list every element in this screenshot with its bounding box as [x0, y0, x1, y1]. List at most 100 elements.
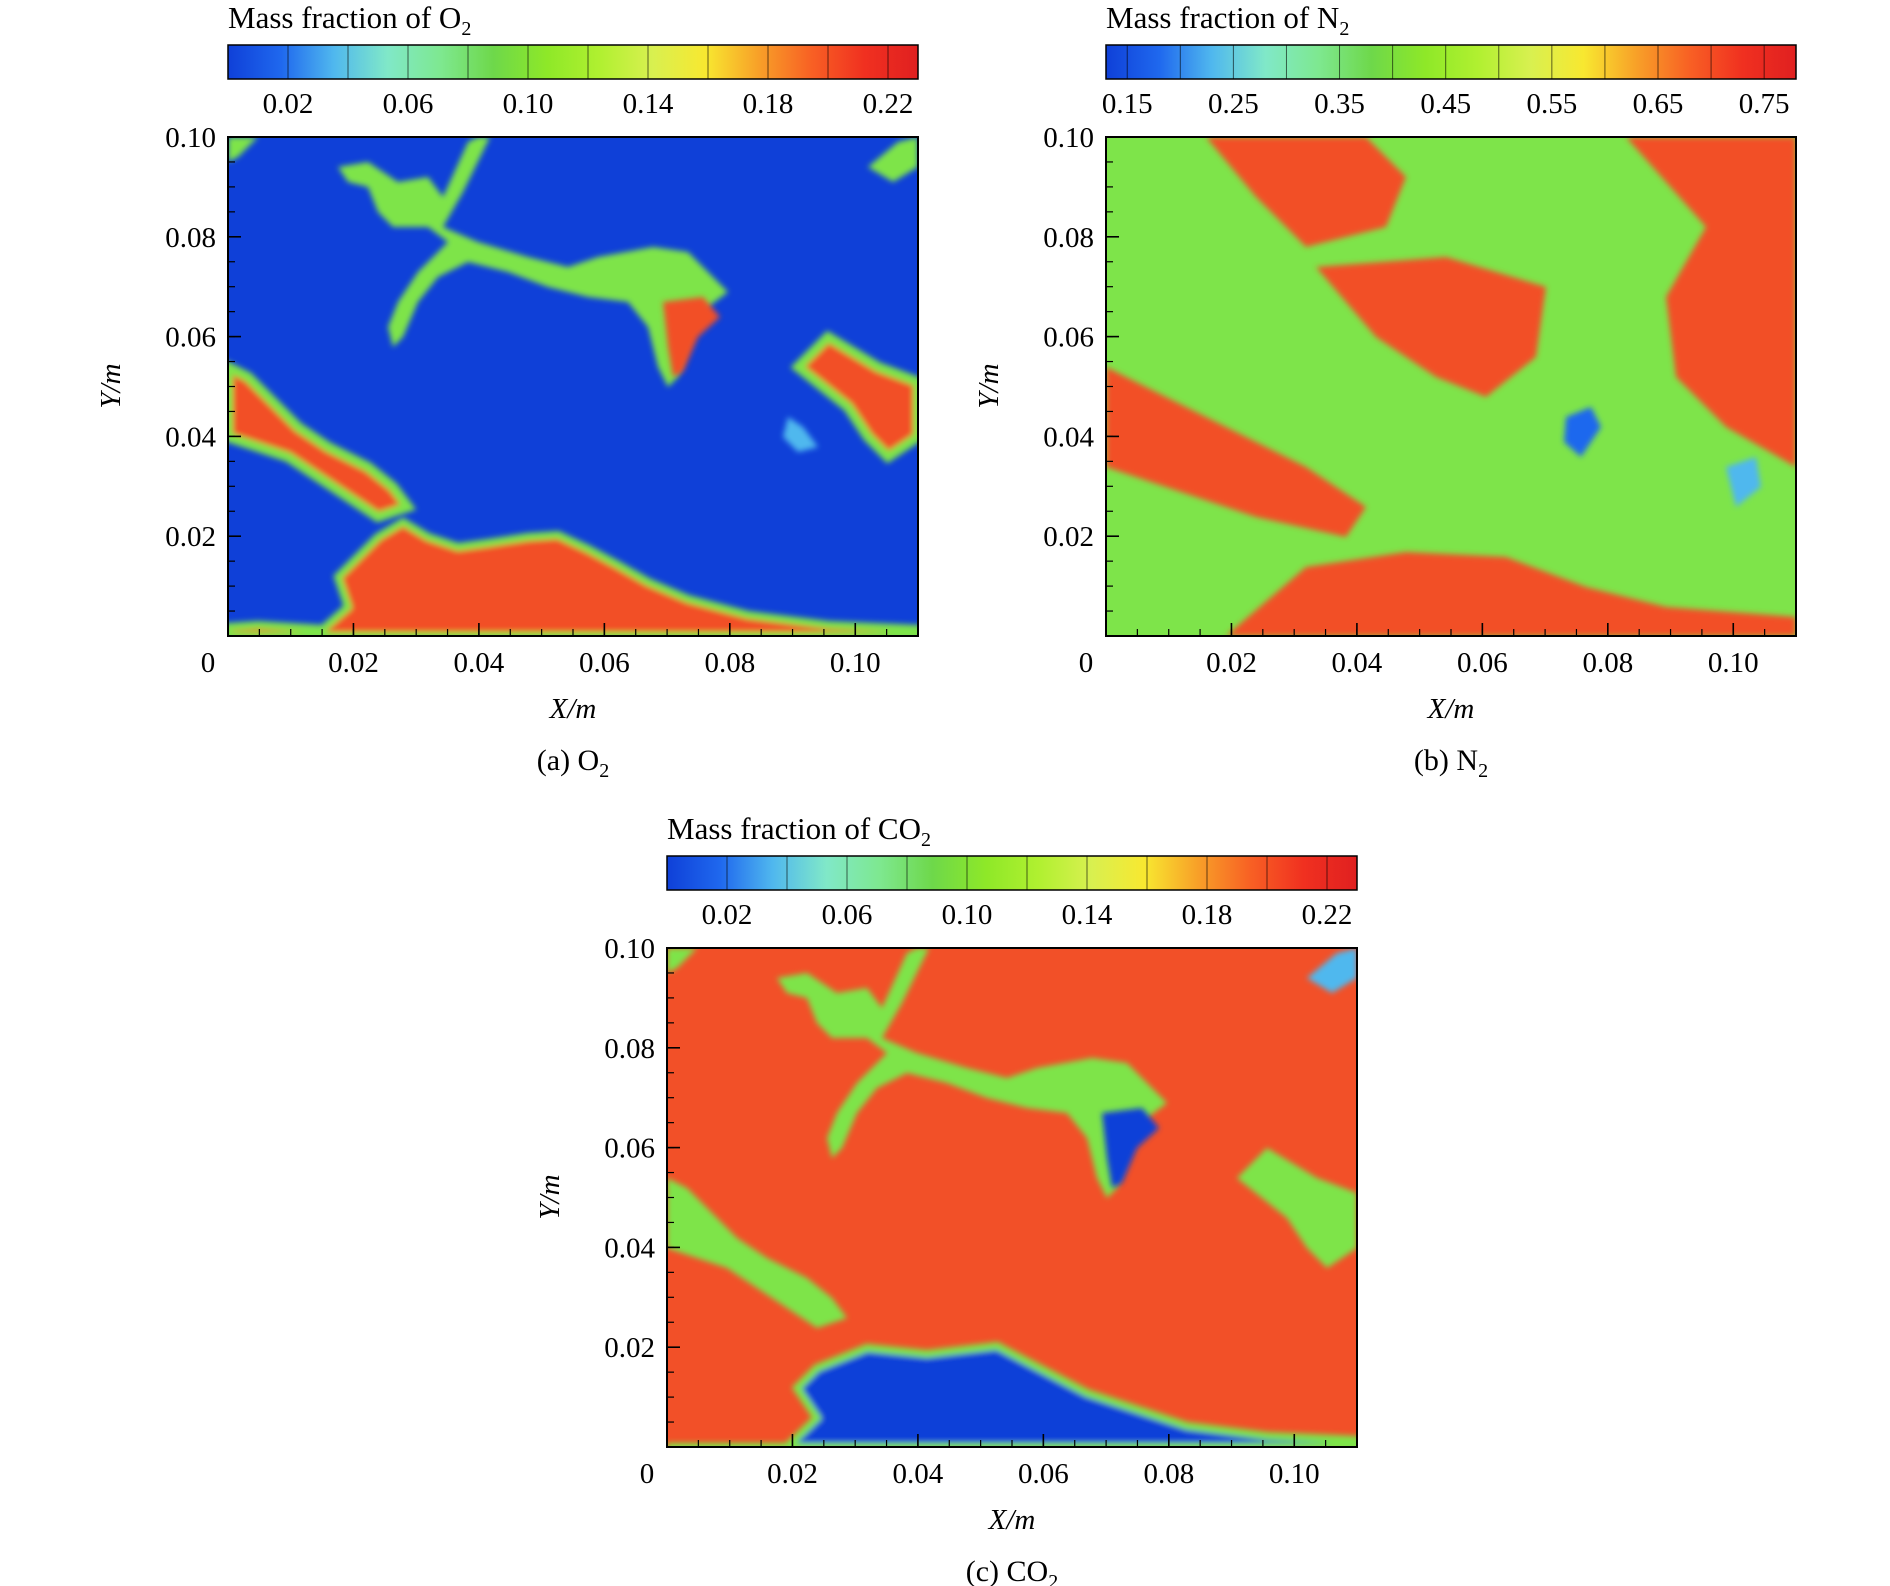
colorbar-gradient	[1105, 44, 1797, 80]
contour-region-left	[667, 1178, 847, 1328]
x-tick-label: 0.10	[830, 647, 881, 679]
contour-region-pocket-2	[1726, 457, 1761, 507]
field-background	[1106, 137, 1796, 636]
colorbar-tick-label: 0.14	[1062, 899, 1113, 931]
y-tick-label: 0.10	[604, 933, 655, 965]
x-tick-label: 0.02	[328, 647, 379, 679]
contour-region-bottom	[667, 1341, 1357, 1447]
panel-o2: Mass fraction of O2 0.02 0.06 0.10 0.14 0.18…	[95, 0, 919, 782]
contour-region-branch	[338, 137, 728, 387]
x-tick-label: 0.06	[579, 647, 630, 679]
x-origin-label: 0	[640, 1458, 655, 1490]
x-tick-label: 0.02	[767, 1458, 818, 1490]
x-origin-label: 0	[1079, 647, 1094, 679]
contour-region-left	[228, 361, 417, 523]
colorbar-title: Mass fraction of CO2	[667, 811, 931, 851]
colorbar-tick-label: 0.18	[1182, 899, 1233, 931]
contour-field	[228, 137, 918, 636]
x-tick-label: 0.08	[1143, 1458, 1194, 1490]
panel-caption: (a) O2	[537, 744, 609, 782]
y-tick-label: 0.10	[1043, 122, 1094, 154]
contour-region-bottom	[228, 517, 918, 636]
x-tick-label: 0.04	[454, 647, 505, 679]
x-axis-label: X/m	[549, 693, 597, 725]
contour-region-pocket	[1564, 407, 1601, 457]
colorbar-tick-label: 0.45	[1420, 88, 1471, 120]
y-tick-label: 0.08	[165, 222, 216, 254]
contour-region-small	[783, 417, 818, 452]
x-tick-label: 0.10	[1269, 1458, 1320, 1490]
y-tick-label: 0.02	[165, 521, 216, 553]
x-axis-label: X/m	[988, 1504, 1036, 1536]
contour-region-branch-core	[663, 297, 720, 377]
y-tick-label: 0.02	[604, 1332, 655, 1364]
colorbar	[1105, 44, 1797, 80]
contour-region-branch	[777, 948, 1167, 1198]
colorbar-gradient	[227, 44, 919, 80]
contour-region-top-right	[868, 137, 918, 182]
colorbar-tick-label: 0.55	[1526, 88, 1577, 120]
panel-caption: (c) CO2	[966, 1555, 1058, 1586]
y-tick-label: 0.06	[165, 322, 216, 354]
panel-n2: Mass fraction of N2 0.15 0.25 0.35 0.45 0.55…	[973, 0, 1797, 782]
y-tick-label: 0.08	[604, 1033, 655, 1065]
colorbar-tick-labels: 0.15 0.25 0.35 0.45 0.55 0.65 0.75	[1102, 88, 1790, 120]
colorbar-title: Mass fraction of O2	[228, 0, 471, 40]
y-tick-label: 0.10	[165, 122, 216, 154]
colorbar-tick-label: 0.10	[503, 88, 554, 120]
y-tick-label: 0.08	[1043, 222, 1094, 254]
colorbar-tick-label: 0.14	[623, 88, 674, 120]
y-tick-label: 0.06	[604, 1133, 655, 1165]
axes: 0.02 0.04 0.06 0.08 0.10 0.02 0.04 0.06 0.08 0.10	[1043, 122, 1766, 679]
colorbar-tick-label: 0.22	[863, 88, 914, 120]
x-tick-label: 0.10	[1708, 647, 1759, 679]
y-tick-label: 0.04	[165, 421, 216, 453]
y-axis-label: Y/m	[95, 363, 127, 408]
x-axis-label: X/m	[1427, 693, 1475, 725]
colorbar	[666, 855, 1358, 891]
colorbar-tick-label: 0.10	[942, 899, 993, 931]
y-tick-label: 0.04	[604, 1232, 655, 1264]
y-axis-label: Y/m	[973, 363, 1005, 408]
colorbar-gradient	[666, 855, 1358, 891]
x-origin-label: 0	[201, 647, 216, 679]
y-tick-label: 0.06	[1043, 322, 1094, 354]
colorbar-tick-label: 0.25	[1208, 88, 1259, 120]
x-tick-label: 0.08	[704, 647, 755, 679]
x-tick-label: 0.06	[1457, 647, 1508, 679]
y-tick-label: 0.04	[1043, 421, 1094, 453]
colorbar-tick-label: 0.06	[383, 88, 434, 120]
y-axis-label: Y/m	[534, 1174, 566, 1219]
panel-caption: (b) N2	[1414, 744, 1488, 782]
x-tick-label: 0.06	[1018, 1458, 1069, 1490]
contour-region-branch-core	[1102, 1108, 1159, 1188]
colorbar-tick-label: 0.65	[1633, 88, 1684, 120]
axes: 0.02 0.04 0.06 0.08 0.10 0.02 0.04 0.06 0.08 0.10	[604, 933, 1327, 1490]
colorbar-tick-label: 0.02	[263, 88, 314, 120]
x-tick-label: 0.02	[1206, 647, 1257, 679]
colorbar-tick-label: 0.18	[743, 88, 794, 120]
colorbar-tick-label: 0.35	[1314, 88, 1365, 120]
colorbar-tick-label: 0.15	[1102, 88, 1153, 120]
contour-field	[667, 948, 1357, 1447]
contour-region-top-right	[1307, 948, 1357, 993]
colorbar	[227, 44, 919, 80]
y-tick-label: 0.02	[1043, 521, 1094, 553]
contour-region-upper-mid	[1316, 257, 1546, 397]
contour-region-top-left	[228, 137, 258, 162]
colorbar-tick-label: 0.02	[702, 899, 753, 931]
axes: 0.02 0.04 0.06 0.08 0.10 0.02 0.04 0.06 0.08 0.10	[165, 122, 888, 679]
contour-region-right	[1626, 137, 1796, 467]
colorbar-tick-labels: 0.02 0.06 0.10 0.14 0.18 0.22	[702, 899, 1353, 931]
x-tick-label: 0.04	[1332, 647, 1383, 679]
colorbar-tick-label: 0.06	[822, 899, 873, 931]
contour-region-upper	[1206, 137, 1406, 247]
contour-region-top-left	[667, 948, 697, 973]
colorbar-tick-label: 0.75	[1739, 88, 1790, 120]
contour-field	[1106, 137, 1796, 636]
contour-region-right	[1237, 1148, 1357, 1268]
panel-co2: Mass fraction of CO2 0.02 0.06 0.10 0.14 0.1…	[534, 811, 1358, 1586]
x-tick-label: 0.08	[1582, 647, 1633, 679]
contour-region-right	[790, 330, 918, 464]
